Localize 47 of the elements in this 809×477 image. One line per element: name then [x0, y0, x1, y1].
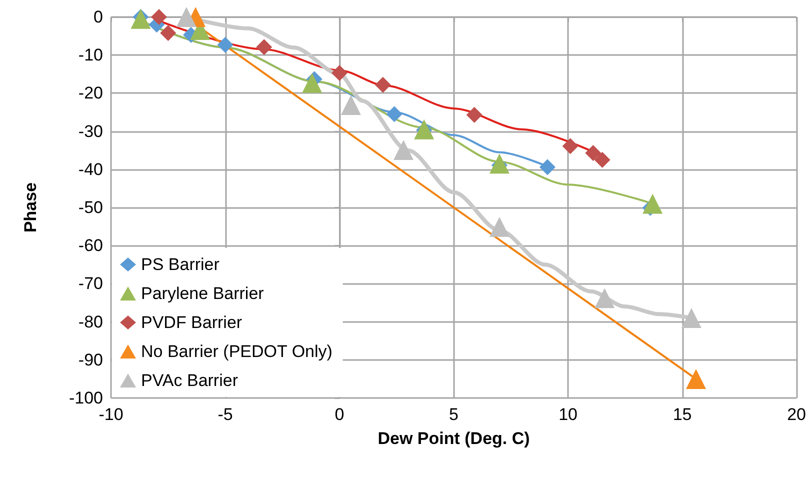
y-tick-label: -20: [78, 84, 103, 103]
point: [489, 216, 510, 237]
y-tick-label: -80: [78, 312, 103, 332]
x-tick-label: 15: [672, 405, 692, 424]
point: [176, 7, 196, 27]
point: [686, 368, 706, 389]
y-tick-label: -70: [78, 274, 103, 294]
x-tick-label: 20: [787, 405, 806, 424]
point: [256, 39, 272, 56]
y-tick-label: -40: [78, 160, 103, 179]
x-tick-label: 0: [334, 405, 344, 424]
y-tick-label: -50: [78, 198, 103, 217]
point: [386, 106, 402, 122]
x-tick-label: -10: [98, 405, 124, 424]
point: [585, 145, 602, 162]
x-tick-label: 10: [558, 405, 578, 424]
y-tick-label: -100: [68, 388, 103, 408]
x-axis-title: Dew Point (Deg. C): [378, 429, 530, 448]
y-tick-label: 0: [94, 8, 103, 26]
point: [374, 76, 391, 93]
x-tick-label: -5: [218, 405, 233, 424]
point: [217, 36, 234, 53]
point: [594, 152, 610, 168]
y-tick-label: -90: [78, 350, 103, 370]
point: [562, 138, 578, 154]
point: [130, 8, 151, 29]
y-tick-label: -30: [78, 122, 103, 141]
y-tick-label: -60: [78, 236, 103, 256]
point: [150, 9, 167, 25]
y-axis-title: Phase: [21, 182, 40, 233]
point: [466, 106, 482, 123]
point: [332, 65, 348, 82]
legend-label: PS Barrier: [141, 255, 220, 274]
y-tick-label: -10: [78, 46, 103, 65]
point: [642, 194, 663, 214]
point: [160, 25, 176, 41]
point: [302, 72, 322, 93]
point: [539, 159, 556, 176]
legend-label: Parylene Barrier: [141, 284, 264, 303]
x-tick-label: 5: [449, 405, 459, 424]
legend-label: No Barrier (PEDOT Only): [141, 342, 332, 361]
point: [681, 308, 702, 328]
point: [340, 95, 361, 116]
point: [594, 288, 615, 308]
legend-label: PVDF Barrier: [141, 313, 242, 332]
legend-label: PVAc Barrier: [141, 371, 238, 390]
point: [394, 140, 414, 160]
